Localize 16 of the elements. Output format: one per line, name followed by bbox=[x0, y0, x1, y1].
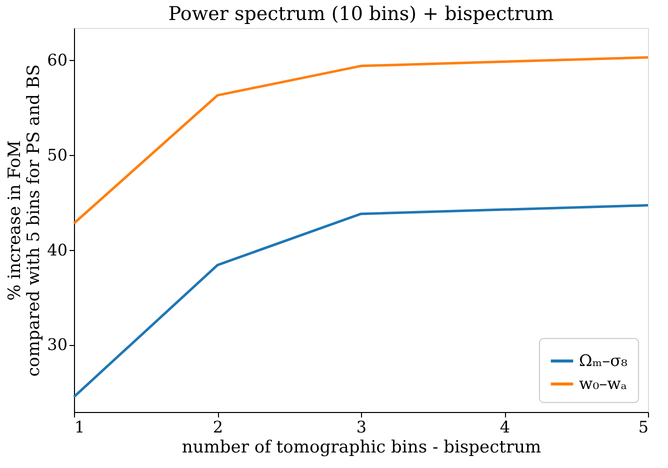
x-tick-label: 2 bbox=[212, 418, 224, 436]
legend-label: Ωₘ–σ₈ bbox=[579, 351, 628, 370]
y-axis-title: % increase in FoM compared with 5 bins for PS and BS bbox=[5, 64, 44, 377]
y-tick-label: 40 bbox=[47, 240, 68, 260]
chart-title: Power spectrum (10 bins) + bispectrum bbox=[168, 3, 554, 25]
x-tick-label: 5 bbox=[638, 418, 648, 436]
y-tick-label: 50 bbox=[47, 146, 68, 165]
legend-label: w₀–wₐ bbox=[579, 374, 627, 393]
x-axis-title: number of tomographic bins - bispectrum bbox=[182, 438, 542, 458]
y-tick-label: 60 bbox=[47, 50, 68, 70]
line-series bbox=[72, 56, 650, 225]
x-tick-label: 3 bbox=[356, 418, 367, 436]
x-tick-label: 4 bbox=[500, 418, 510, 436]
y-tick-label: 30 bbox=[47, 335, 68, 354]
x-tick-label: 1 bbox=[74, 418, 85, 436]
line-series bbox=[72, 204, 650, 398]
